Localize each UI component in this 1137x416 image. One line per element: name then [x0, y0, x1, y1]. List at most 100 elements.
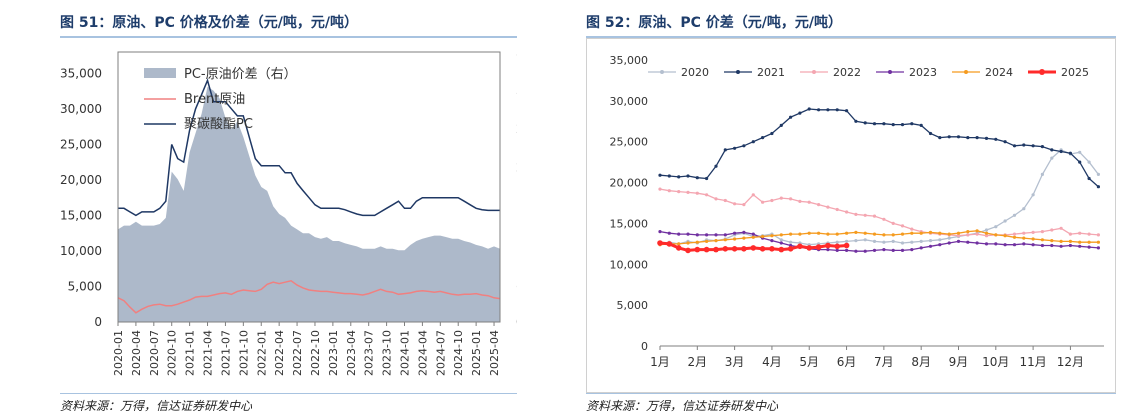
series-point-2022	[1096, 233, 1100, 237]
series-point-2024	[854, 230, 858, 234]
series-point-2023	[1031, 243, 1035, 247]
x-tick-label: 1月	[650, 355, 670, 369]
series-point-2020	[854, 239, 858, 243]
left-tick-label: 10,000	[60, 244, 102, 258]
series-point-2023	[1087, 245, 1091, 249]
left-tick-label: 0	[94, 315, 102, 329]
y-tick-label: 10,000	[610, 258, 649, 271]
legend-label: 2023	[909, 66, 937, 79]
series-point-2024	[817, 231, 821, 235]
series-point-2024	[1087, 240, 1091, 244]
series-point-2021	[1050, 148, 1054, 152]
series-point-2024	[938, 231, 942, 235]
legend-label: 2022	[833, 66, 861, 79]
series-point-2021	[947, 135, 951, 139]
x-tick-label: 11月	[1019, 355, 1046, 369]
x-tick-label: 2021-10	[237, 330, 250, 376]
series-point-2024	[677, 242, 681, 246]
figure-51-title: 图 51：原油、PC 价格及价差（元/吨，元/吨）	[60, 15, 358, 31]
series-point-2024	[1040, 238, 1044, 242]
series-line-brent	[117, 279, 501, 314]
series-point-2020	[1022, 207, 1026, 211]
x-tick-label: 2020-07	[148, 330, 161, 376]
series-point-2024	[1059, 239, 1063, 243]
series-point-2021	[705, 176, 709, 181]
series-point-2022	[1059, 226, 1063, 230]
series-point-2022	[845, 210, 849, 214]
series-point-2021	[835, 108, 839, 112]
figure-51-bottom-rule	[60, 393, 517, 394]
right-tick-label: 30,000	[516, 84, 517, 98]
series-point-2023	[919, 246, 923, 250]
series-point-2023	[882, 248, 886, 252]
series-point-2023	[826, 248, 830, 252]
series-point-2021	[1040, 145, 1044, 149]
series-point-2023	[1096, 246, 1100, 250]
series-point-2024	[742, 236, 746, 240]
series-point-2021	[817, 108, 821, 112]
series-point-2023	[845, 248, 849, 252]
legend-marker-2020	[660, 70, 664, 74]
right-tick-label: 15,000	[516, 199, 517, 213]
series-point-2020	[1087, 160, 1091, 164]
series-point-2023	[1068, 243, 1072, 248]
series-point-2022	[742, 203, 746, 207]
series-point-2022	[714, 197, 718, 201]
legend-label: 聚碳酸酯PC	[184, 117, 253, 132]
right-tick-label: 0	[516, 315, 517, 329]
series-point-2023	[966, 240, 970, 244]
series-point-2023	[1059, 244, 1063, 248]
series-point-2024	[807, 231, 811, 235]
series-point-2022	[705, 193, 709, 197]
series-point-2024	[779, 233, 783, 237]
legend-label: 2021	[757, 66, 785, 79]
legend-label: 2024	[985, 66, 1013, 79]
x-tick-label: 8月	[911, 355, 931, 369]
legend-label: 2025	[1061, 66, 1089, 79]
series-point-2023	[1022, 242, 1026, 246]
series-point-2021	[695, 176, 699, 180]
series-point-2021	[686, 174, 690, 178]
x-tick-label: 2020-01	[112, 330, 125, 376]
series-point-2022	[1012, 232, 1017, 236]
series-point-2022	[751, 193, 755, 197]
x-tick-label: 2021-04	[202, 330, 215, 376]
series-point-2021	[723, 148, 727, 152]
series-point-2024	[1012, 235, 1017, 239]
series-point-2023	[994, 242, 998, 246]
series-point-2021	[1087, 176, 1091, 181]
series-point-2024	[947, 232, 951, 236]
figure-51-source: 资料来源：万得，信达证券研发中心	[60, 399, 253, 413]
left-tick-label: 20,000	[60, 173, 102, 187]
series-point-2023	[723, 233, 727, 237]
series-point-2021	[1096, 185, 1100, 189]
figure-51-top-rule	[60, 36, 517, 38]
series-point-2025	[731, 246, 738, 252]
series-point-2021	[956, 135, 961, 139]
series-point-2024	[984, 231, 989, 235]
series-point-2023	[667, 231, 671, 235]
series-point-2023	[779, 241, 783, 245]
x-tick-label: 2020-10	[166, 330, 179, 376]
legend-label: PC-原油价差（右）	[184, 67, 297, 82]
series-point-2024	[863, 231, 867, 235]
series-point-2020	[891, 239, 895, 243]
series-point-2024	[1068, 239, 1072, 243]
legend-marker-2025	[1039, 69, 1045, 75]
right-tick-label: 25,000	[516, 122, 517, 136]
series-point-2021	[751, 140, 755, 144]
series-point-2021	[779, 123, 783, 127]
series-point-2022	[882, 217, 886, 221]
series-point-2021	[826, 108, 830, 112]
series-point-2021	[928, 131, 933, 136]
series-point-2020	[1078, 150, 1082, 154]
series-point-2024	[695, 240, 699, 244]
series-point-2022	[723, 198, 727, 203]
series-point-2020	[779, 238, 783, 242]
right-tick-label: 10,000	[516, 238, 517, 252]
series-point-2023	[677, 232, 681, 236]
series-point-2020	[863, 238, 867, 242]
series-point-2023	[705, 233, 709, 237]
series-point-2020	[1096, 172, 1100, 176]
x-tick-label: 2022-04	[273, 330, 286, 376]
